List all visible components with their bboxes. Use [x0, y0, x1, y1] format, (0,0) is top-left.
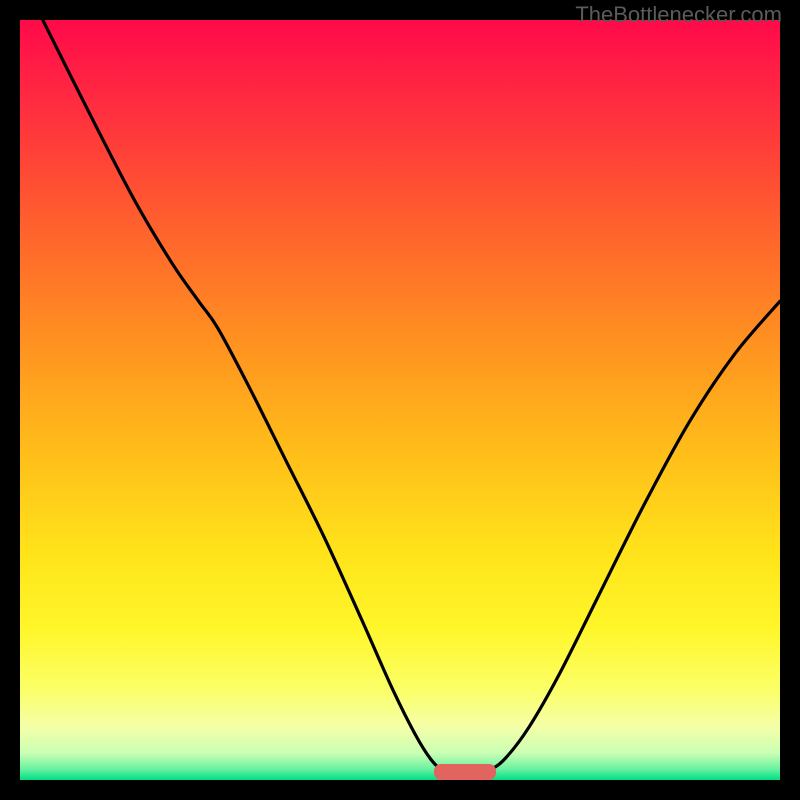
optimal-marker	[434, 764, 496, 780]
chart-frame	[0, 0, 800, 800]
plot-area	[20, 20, 780, 780]
bottleneck-curve	[43, 20, 780, 774]
curve-layer	[20, 20, 780, 780]
watermark-text: TheBottlenecker.com	[575, 2, 782, 28]
